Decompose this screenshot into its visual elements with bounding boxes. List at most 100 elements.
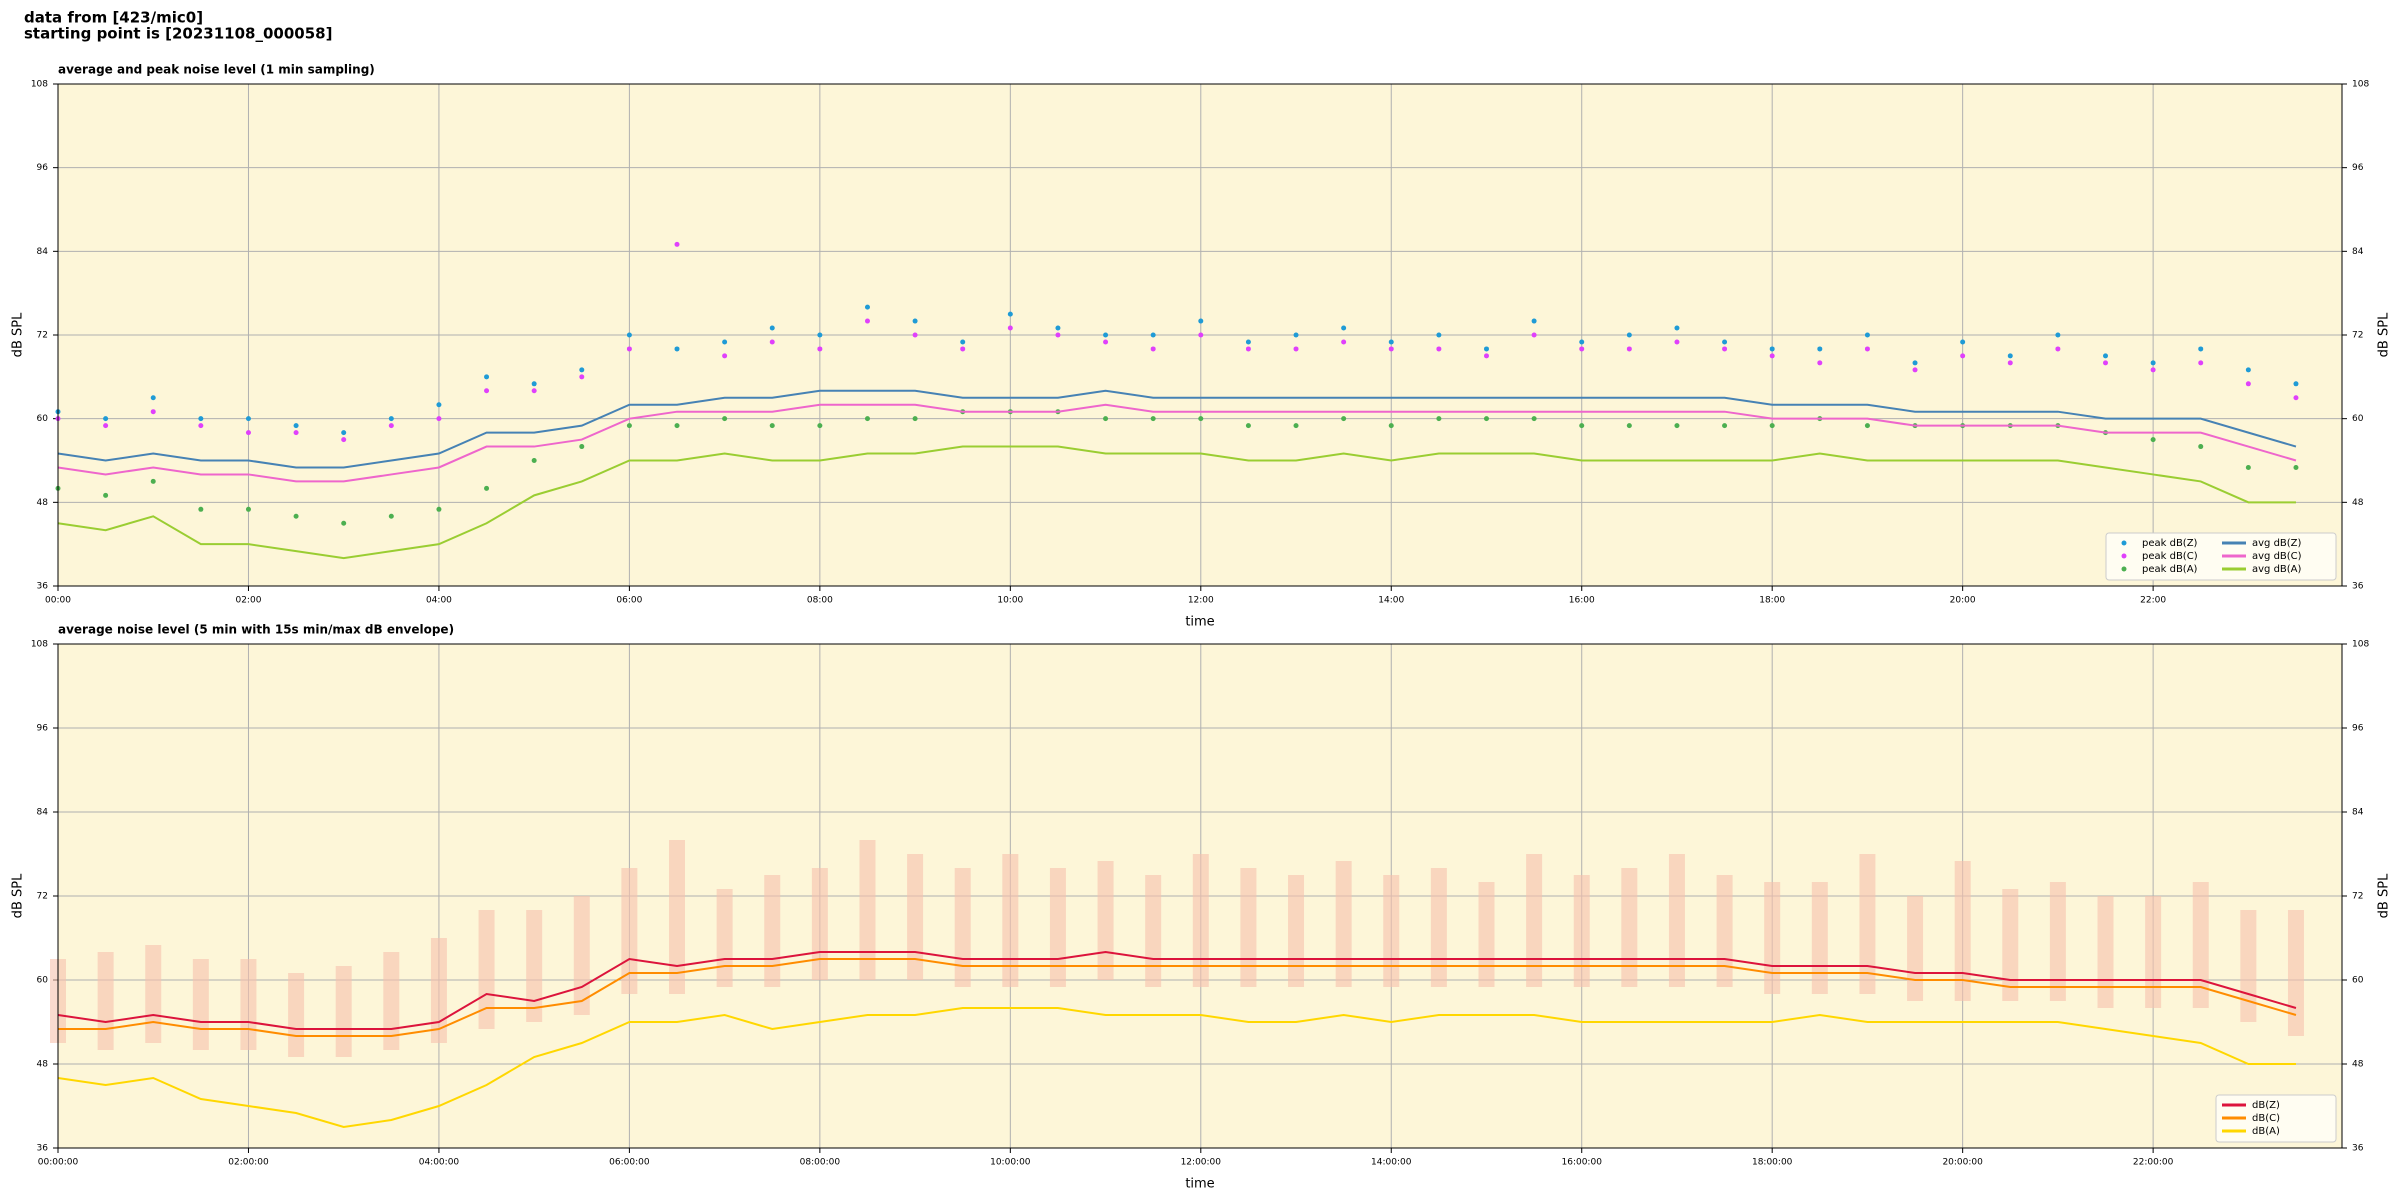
peak-point xyxy=(436,416,442,422)
peak-point xyxy=(2245,464,2251,470)
peak-point xyxy=(1198,318,1204,324)
peak-point xyxy=(2198,360,2204,366)
y-tick-label: 36 xyxy=(2352,582,2364,592)
legend-label: avg dB(C) xyxy=(2252,551,2302,562)
envelope-band xyxy=(1002,854,1019,987)
x-tick-label: 16:00 xyxy=(1569,596,1595,606)
y-tick-label: 108 xyxy=(31,640,48,650)
peak-point xyxy=(531,381,537,387)
peak-point xyxy=(1007,311,1013,317)
envelope-band xyxy=(1668,854,1685,987)
peak-point xyxy=(1293,332,1299,338)
x-tick-label: 20:00 xyxy=(1950,596,1976,606)
peak-point xyxy=(198,416,204,422)
plot-frame xyxy=(57,83,2343,587)
peak-point xyxy=(769,325,775,331)
peak-point xyxy=(1245,339,1251,345)
peak-point xyxy=(769,339,775,345)
envelope-band xyxy=(240,959,257,1050)
x-tick-label: 22:00 xyxy=(2140,596,2166,606)
envelope-band xyxy=(2097,896,2114,1008)
header-line: starting point is [20231108_000058] xyxy=(24,25,332,43)
peak-point xyxy=(436,402,442,408)
y-tick-label: 96 xyxy=(37,163,49,173)
y-tick-label: 36 xyxy=(37,1144,49,1154)
y-tick-label: 108 xyxy=(2352,640,2369,650)
x-tick-label: 20:00:00 xyxy=(1942,1158,1983,1168)
y-tick-label: 96 xyxy=(2352,163,2364,173)
peak-point xyxy=(912,416,918,422)
y-tick-label: 60 xyxy=(2352,976,2364,986)
x-tick-label: 10:00 xyxy=(997,596,1023,606)
envelope-band xyxy=(97,952,114,1050)
peak-point xyxy=(912,318,918,324)
peak-point xyxy=(2245,381,2251,387)
peak-point xyxy=(817,346,823,352)
peak-point xyxy=(103,416,109,422)
peak-point xyxy=(1103,416,1109,422)
peak-point xyxy=(1960,353,1966,359)
envelope-band xyxy=(192,959,209,1050)
y-tick-label: 72 xyxy=(37,892,48,902)
peak-point xyxy=(2150,360,2156,366)
peak-point xyxy=(1626,332,1632,338)
peak-point xyxy=(1579,423,1585,429)
peak-point xyxy=(1341,325,1347,331)
envelope-band xyxy=(1335,861,1352,987)
envelope-band xyxy=(1240,868,1257,987)
peak-point xyxy=(1722,346,1728,352)
peak-point xyxy=(388,513,394,519)
peak-point xyxy=(1579,346,1585,352)
envelope-band xyxy=(2240,910,2257,1022)
y-tick-label: 108 xyxy=(2352,80,2369,90)
envelope-band xyxy=(1859,854,1876,994)
peak-point xyxy=(1769,353,1775,359)
envelope-band xyxy=(1621,868,1638,987)
x-tick-label: 14:00:00 xyxy=(1371,1158,1412,1168)
legend-marker xyxy=(2121,553,2127,559)
peak-point xyxy=(864,318,870,324)
envelope-band xyxy=(1526,854,1543,987)
peak-point xyxy=(1579,339,1585,345)
peak-point xyxy=(103,492,109,498)
peak-point xyxy=(1483,353,1489,359)
peak-point xyxy=(722,353,728,359)
peak-point xyxy=(2150,367,2156,373)
peak-point xyxy=(722,416,728,422)
legend-label: dB(A) xyxy=(2252,1126,2280,1137)
peak-point xyxy=(626,423,632,429)
peak-point xyxy=(1674,325,1680,331)
peak-point xyxy=(2293,395,2299,401)
y-tick-label: 48 xyxy=(2352,1060,2364,1070)
peak-point xyxy=(2198,346,2204,352)
envelope-band xyxy=(2002,889,2019,1001)
envelope-band xyxy=(1573,875,1590,987)
peak-point xyxy=(1150,332,1156,338)
envelope-band xyxy=(1288,875,1305,987)
envelope-band xyxy=(2049,882,2066,1001)
peak-point xyxy=(388,423,394,429)
peak-point xyxy=(1245,346,1251,352)
envelope-band xyxy=(1716,875,1733,987)
y-tick-label: 72 xyxy=(37,331,48,341)
peak-point xyxy=(484,388,490,394)
peak-point xyxy=(579,367,585,373)
y-tick-label: 60 xyxy=(37,414,49,424)
peak-point xyxy=(579,444,585,450)
peak-point xyxy=(674,423,680,429)
envelope-band xyxy=(1049,868,1066,987)
envelope-band xyxy=(1907,896,1924,1001)
series-line xyxy=(57,403,2297,483)
y-tick-label: 36 xyxy=(2352,1144,2364,1154)
peak-point xyxy=(1674,339,1680,345)
peak-point xyxy=(245,416,251,422)
peak-point xyxy=(293,423,299,429)
x-tick-label: 22:00:00 xyxy=(2133,1158,2174,1168)
envelope-band xyxy=(907,854,924,980)
peak-point xyxy=(150,478,156,484)
peak-point xyxy=(2055,346,2061,352)
y-tick-label: 108 xyxy=(31,80,48,90)
x-tick-label: 12:00:00 xyxy=(1181,1158,1222,1168)
peak-point xyxy=(2245,367,2251,373)
envelope-band xyxy=(1478,882,1495,987)
